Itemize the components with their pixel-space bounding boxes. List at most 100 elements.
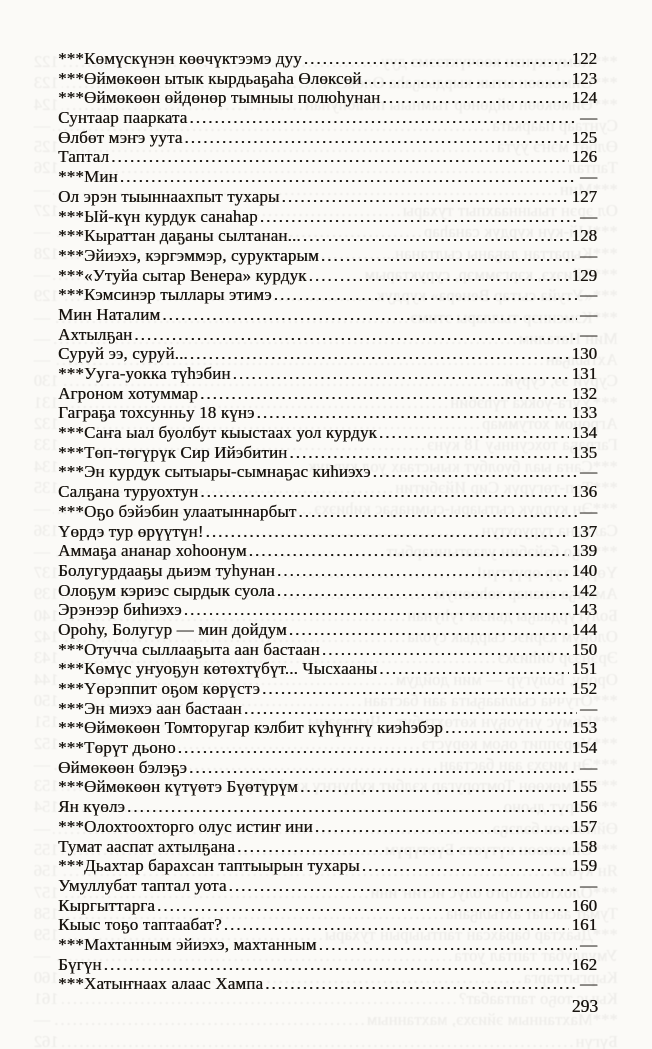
toc-entry-page: 126 (34, 158, 59, 178)
toc-entry: Кыыс тоҕо таптаабат? 161 (58, 915, 597, 935)
toc-entry-page: — (580, 324, 597, 344)
toc-entry-page: 143 (34, 648, 59, 668)
toc-entry-page: 158 (571, 836, 598, 856)
toc-entry: ***«Утуйа сытар Венера» курдук 129 (58, 266, 597, 286)
toc-dot-leader (319, 935, 577, 955)
toc-entry-page: 156 (34, 861, 59, 881)
toc-entry-title: ***Үөрэппит оҕом көрүстэ (58, 679, 260, 698)
toc-entry: ***Төп-төгүрүк Сир Ийэбитин 135 (58, 443, 597, 463)
toc-entry-title: ***Дьахтар барахсан таптыырын тухары (58, 856, 360, 876)
toc-dot-leader (362, 856, 569, 876)
toc-entry-title: ***Эйиэхэ, кэргэммэр, суруктарым (58, 245, 319, 265)
toc-entry-title: ***Оҕо бэйэбин улаатыннарбыт (58, 501, 297, 521)
toc-entry-title: Тумат ааспат ахтылҕана (58, 836, 235, 856)
toc-entry-title: ***Мин (58, 167, 118, 187)
toc-dot-leader (127, 797, 569, 817)
toc-entry-title: Умуллубат таптал уота (58, 875, 227, 895)
toc-entry-title: ***Өймөкөөн Томторугар кэлбит күһүҥҥү ки… (58, 718, 443, 738)
toc-entry: Болугурдааҕы дьиэм туһунан 140 (58, 561, 597, 581)
toc-dot-leader (62, 1032, 574, 1049)
toc-entry-title: Эрэнээр биһиэхэ (58, 600, 182, 620)
toc-dot-leader (281, 187, 568, 207)
page-number: 293 (571, 996, 598, 1016)
toc-dot-leader (289, 443, 568, 463)
toc-dot-leader (382, 88, 568, 108)
toc-entry: Үөрдэ тур өрүүтүн! 137 (58, 522, 597, 542)
toc-entry: Аммаҕа ананар хоһоонум 139 (58, 541, 597, 561)
toc-entry-title: ***Эн курдук сытыары-сымнаҕас киһиэхэ (58, 462, 371, 482)
toc-entry-page: 135 (34, 477, 59, 497)
toc-entry-title: ***Кэмсинэр тыллары этимэ (58, 285, 272, 305)
toc-entry-page: 130 (34, 371, 59, 391)
toc-entry-title: Ороһу, Болугур — мин дойдум (58, 619, 287, 639)
toc-entry-title: ***Ууга-уокка түһэбин (58, 364, 231, 383)
toc-entry-page: — (34, 350, 51, 370)
toc-dot-leader (189, 108, 577, 128)
toc-entry-page: — (580, 462, 597, 482)
toc-entry-page: 122 (34, 52, 59, 71)
toc-entry-page: 131 (571, 364, 598, 383)
toc-entry-title: Гаграҕа тохсунньу 18 күнэ (58, 403, 255, 423)
toc-entry-page: — (34, 818, 51, 838)
toc-entry-page: 160 (571, 895, 598, 915)
toc-dot-leader (184, 128, 568, 148)
toc-entry: Таптал 126 (58, 147, 597, 167)
toc-entry-title: ***Саҥа ыал буолбут кыыстаах уол курдук (58, 423, 377, 443)
toc-entry-page: — (580, 501, 597, 521)
toc-entry-page: 139 (34, 584, 59, 604)
toc-entry-title: ***Хатыҥнаах алаас Хампа (58, 974, 264, 994)
toc-dot-leader (298, 502, 577, 522)
toc-entry-page: 161 (571, 915, 598, 935)
toc-dot-leader (274, 285, 577, 305)
toc-entry-page: 157 (34, 882, 59, 902)
toc-entry: Ян күөлэ 156 (58, 797, 597, 817)
toc-entry-page: 142 (571, 580, 598, 600)
toc-dot-leader (249, 541, 569, 561)
toc-entry-title: ***Эн миэхэ аан бастаан (58, 698, 242, 718)
toc-entry-title: Агроном хотуммар (58, 383, 198, 403)
toc-entry-page: 126 (571, 147, 598, 167)
toc-dot-leader (206, 522, 569, 542)
toc-entry-title: ***Төрүт дьоно (58, 738, 176, 758)
toc-entry-title: Олоҕум кэриэс сырдык суола (58, 580, 275, 600)
toc-dot-leader (364, 69, 569, 89)
toc-entry: Эрэнээр биһиэхэ 143 (58, 600, 597, 620)
toc-entry-title: ***Ый-күн курдук санаһар (58, 206, 258, 226)
toc-entry: Өймөкөөн бэлэҕэ — (58, 758, 597, 778)
toc-entry-page: — (34, 222, 51, 242)
toc-entry-page: 150 (571, 639, 598, 659)
toc-dot-leader (262, 679, 569, 699)
toc-entry-page: — (580, 304, 597, 324)
toc-entry-page: 128 (34, 243, 59, 263)
toc-entry-title: ***«Утуйа сытар Венера» курдук (58, 265, 307, 285)
toc-entry-title: ***Отучча сыллааҕыта аан бастаан (58, 639, 320, 659)
toc-dot-leader (260, 207, 577, 227)
toc-dot-leader (233, 364, 569, 384)
toc-entry-page: 159 (571, 856, 598, 876)
toc-entry-page: 160 (34, 967, 59, 987)
toc-entry-title: Бүгүн (575, 1031, 618, 1049)
toc-entry-page: — (580, 245, 597, 265)
toc-dot-leader (445, 718, 569, 738)
toc-entry: Бүгүн 162 (34, 1032, 618, 1049)
toc-dot-leader (315, 817, 569, 837)
toc-entry-page: 131 (34, 392, 59, 412)
toc-entry-page: 127 (571, 186, 598, 206)
toc-entry: ***Махтанным эйиэхэ, махтанным — (34, 1010, 618, 1031)
toc-entry-page: 140 (571, 560, 598, 580)
toc-entry: ***Эн курдук сытыары-сымнаҕас киһиэхэ — (58, 462, 597, 482)
toc-entry-page: 154 (34, 797, 59, 817)
toc-dot-leader (289, 620, 569, 640)
toc-entry-page: 151 (34, 712, 59, 732)
toc-entry-title: Өлбөт мэҥэ уута (58, 127, 183, 147)
toc-entry-title: Кыргыттарга (58, 895, 155, 915)
table-of-contents: ***Көмүскүнэн көөчүктээмэ дуу 122 ***Өйм… (58, 49, 597, 994)
toc-entry-title: ***Өймөкөөн өйдөнөр тымныы полюһунан (58, 88, 381, 108)
toc-entry-page: — (34, 264, 51, 284)
toc-entry-page: — (34, 499, 51, 519)
toc-entry: Агроном хотуммар 132 (58, 384, 597, 404)
toc-entry-title: ***Өймөкөөн ытык кырдьаҕаһа Өлөксөй (58, 68, 362, 88)
toc-entry-page: 133 (571, 403, 598, 423)
toc-dot-leader (277, 581, 569, 601)
